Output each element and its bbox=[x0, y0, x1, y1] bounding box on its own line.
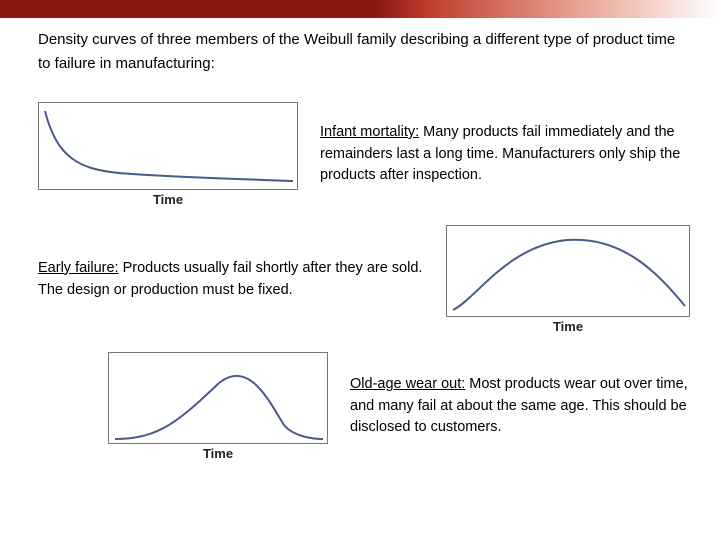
desc-early-failure: Early failure: Products usually fail sho… bbox=[38, 258, 424, 302]
chart-axis-label: Time bbox=[38, 192, 298, 207]
desc-title: Infant mortality: bbox=[320, 124, 419, 140]
curve-early-icon bbox=[447, 226, 691, 318]
header-gradient-bar bbox=[0, 0, 720, 18]
desc-infant-mortality: Infant mortality: Many products fail imm… bbox=[320, 122, 690, 187]
chart-early-failure: Time bbox=[446, 225, 690, 334]
intro-paragraph: Density curves of three members of the W… bbox=[38, 28, 690, 76]
slide-content: Density curves of three members of the W… bbox=[0, 18, 720, 461]
chart-axis-label: Time bbox=[108, 446, 328, 461]
chart-axis-label: Time bbox=[446, 319, 690, 334]
desc-title: Early failure: bbox=[38, 260, 119, 276]
desc-title: Old-age wear out: bbox=[350, 376, 465, 392]
chart-infant-mortality: Time bbox=[38, 102, 298, 207]
curve-oldage-icon bbox=[109, 353, 329, 445]
chart-old-age: Time bbox=[108, 352, 328, 461]
row-early-failure: Early failure: Products usually fail sho… bbox=[38, 225, 690, 334]
curve-infant-icon bbox=[39, 103, 299, 191]
row-old-age: Time Old-age wear out: Most products wea… bbox=[38, 352, 690, 461]
desc-old-age: Old-age wear out: Most products wear out… bbox=[350, 374, 690, 439]
row-infant-mortality: Time Infant mortality: Many products fai… bbox=[38, 102, 690, 207]
